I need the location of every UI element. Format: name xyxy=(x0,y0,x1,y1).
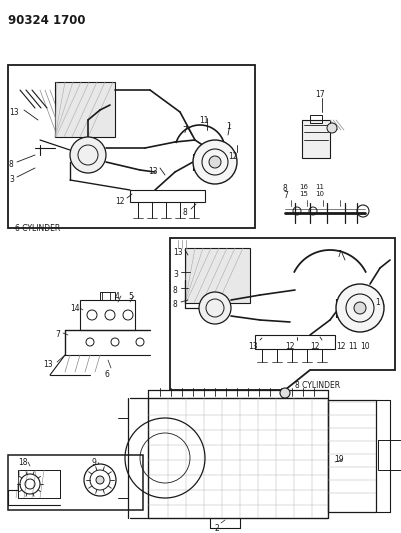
Text: 1: 1 xyxy=(374,298,379,307)
Bar xyxy=(80,300,135,330)
Text: 6 CYLINDER: 6 CYLINDER xyxy=(15,224,60,233)
Text: 2: 2 xyxy=(215,524,219,533)
Text: 13: 13 xyxy=(172,248,182,257)
Bar xyxy=(254,335,334,349)
Text: 11: 11 xyxy=(198,116,208,125)
Bar xyxy=(18,470,60,498)
Text: 12: 12 xyxy=(115,197,124,206)
Text: 7: 7 xyxy=(335,250,340,259)
Bar xyxy=(55,82,115,137)
Text: 13: 13 xyxy=(9,108,18,117)
Text: 8: 8 xyxy=(172,300,177,309)
Circle shape xyxy=(70,137,106,173)
Text: 8 CYLINDER: 8 CYLINDER xyxy=(294,381,339,390)
Text: 1: 1 xyxy=(225,122,230,131)
Circle shape xyxy=(198,292,231,324)
Text: 17: 17 xyxy=(314,90,324,99)
Text: 90324 1700: 90324 1700 xyxy=(8,14,85,27)
Text: 8: 8 xyxy=(182,208,187,217)
Bar xyxy=(184,248,249,303)
Text: 13: 13 xyxy=(43,360,53,369)
Bar xyxy=(100,292,115,300)
Bar xyxy=(148,398,327,518)
Text: 11: 11 xyxy=(314,184,323,190)
Text: 14: 14 xyxy=(70,304,79,313)
Text: 13: 13 xyxy=(148,167,157,176)
Text: 12: 12 xyxy=(309,342,319,351)
Bar xyxy=(327,400,375,512)
Circle shape xyxy=(192,140,237,184)
Text: 12: 12 xyxy=(284,342,294,351)
Text: 7: 7 xyxy=(282,191,287,200)
Circle shape xyxy=(209,156,221,168)
Text: 12: 12 xyxy=(335,342,344,351)
Text: 10: 10 xyxy=(359,342,369,351)
Text: 7: 7 xyxy=(182,126,186,135)
Circle shape xyxy=(326,123,336,133)
Text: 3: 3 xyxy=(172,270,177,279)
Text: 16: 16 xyxy=(298,184,307,190)
Text: 4: 4 xyxy=(115,292,119,301)
Text: 8: 8 xyxy=(172,286,177,295)
Text: 9: 9 xyxy=(92,458,97,467)
Text: 11: 11 xyxy=(347,342,356,351)
Text: 7: 7 xyxy=(55,330,60,339)
Bar xyxy=(8,455,143,510)
Text: 3: 3 xyxy=(9,175,14,184)
Bar xyxy=(8,65,254,228)
Bar xyxy=(377,440,401,470)
Text: 8: 8 xyxy=(282,184,287,193)
Text: 10: 10 xyxy=(314,191,323,197)
Text: 15: 15 xyxy=(298,191,307,197)
Circle shape xyxy=(96,476,104,484)
Circle shape xyxy=(335,284,383,332)
Circle shape xyxy=(279,388,289,398)
Circle shape xyxy=(353,302,365,314)
Bar xyxy=(130,190,205,202)
Text: 18: 18 xyxy=(18,458,27,467)
Text: 5: 5 xyxy=(128,292,133,301)
Text: 8: 8 xyxy=(9,160,14,169)
Text: 19: 19 xyxy=(333,455,343,464)
Text: 6: 6 xyxy=(105,370,109,379)
Text: 12: 12 xyxy=(227,152,237,161)
Text: 13: 13 xyxy=(247,342,257,351)
Bar xyxy=(301,120,329,158)
Bar xyxy=(309,115,321,123)
